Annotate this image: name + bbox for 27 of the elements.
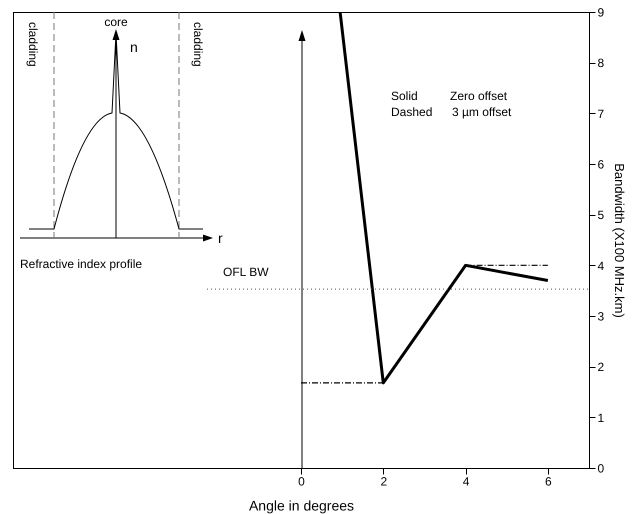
x-tick-label: 4 [462, 474, 470, 488]
annotation: Dashed [391, 105, 432, 119]
ref-line-label: OFL BW [223, 265, 270, 280]
y-tick-label: 2 [598, 360, 604, 374]
x-tick-label: 6 [545, 474, 552, 488]
x-tick-label: 2 [380, 474, 388, 488]
annotation: core [104, 15, 128, 29]
annotation: n [130, 39, 138, 55]
annotation: Solid [391, 89, 418, 103]
annotation: 3 µm offset [452, 105, 512, 119]
annotation: Zero offset [450, 89, 508, 103]
y-tick-label: 3 [598, 310, 604, 324]
y-tick-label: 6 [598, 158, 604, 172]
y-tick-label: 7 [598, 106, 604, 121]
x-axis-title: Angle in degrees [248, 498, 354, 514]
y-tick-label: 1 [598, 410, 604, 425]
y-tick-label: 5 [598, 208, 604, 222]
y-tick-label: 8 [598, 56, 604, 70]
y-tick-label: 0 [598, 462, 604, 476]
annotation: cladding [26, 22, 40, 67]
y-tick-label: 4 [598, 258, 604, 273]
annotation: r [218, 230, 223, 246]
y-tick-label: 9 [598, 6, 604, 20]
y-axis-title: Bandwidth (X100 MHz.km) [612, 163, 628, 318]
annotation: Refractive index profile [20, 257, 142, 271]
annotation: cladding [191, 22, 205, 67]
x-tick-label: 0 [298, 474, 306, 488]
